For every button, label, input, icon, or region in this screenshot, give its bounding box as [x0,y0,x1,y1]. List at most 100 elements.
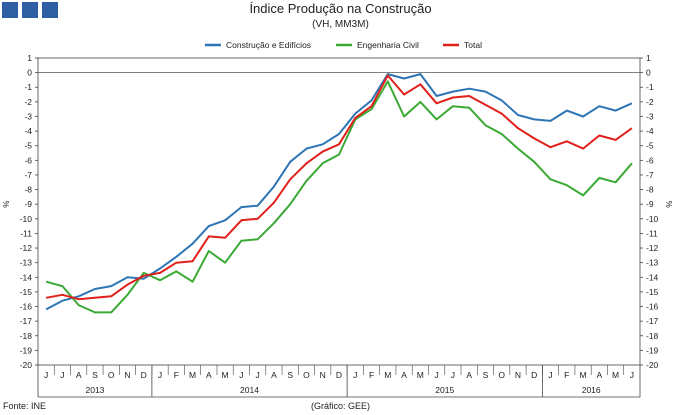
data-point [516,147,519,150]
data-point [419,72,422,75]
data-point [175,270,178,273]
grid [37,57,641,366]
data-point [598,105,601,108]
data-point [224,236,227,239]
data-point [61,284,64,287]
data-point [484,124,487,127]
y-tick-label-right: -16 [646,302,659,312]
data-point [256,238,259,241]
x-tick-label: J [60,370,64,380]
data-point [224,261,227,264]
y-tick-label-left: -2 [24,97,32,107]
data-point [565,109,568,112]
data-point [289,203,292,206]
legend-label: Total [464,40,482,50]
x-tick-label: N [320,370,326,380]
source-note: Fonte: INE [3,401,47,411]
data-point [272,201,275,204]
data-point [337,153,340,156]
x-tick-label: O [498,370,505,380]
x-tick-label: N [124,370,130,380]
x-tick-label: D [531,370,537,380]
data-point [500,112,503,115]
data-point [484,103,487,106]
y-tick-label-right: -14 [646,272,659,282]
data-point [337,132,340,135]
data-point [158,279,161,282]
x-tick-label: S [92,370,98,380]
data-point [45,296,48,299]
data-point [142,271,145,274]
data-point [305,179,308,182]
y-tick-label-left: -14 [20,272,33,282]
y-tick-label-right: -19 [646,345,659,355]
y-tick-label-right: -15 [646,287,659,297]
year-label: 2014 [240,385,259,395]
y-tick-label-right: -1 [646,82,654,92]
x-tick-label: M [417,370,424,380]
data-point [451,105,454,108]
x-tick-label: M [189,370,196,380]
data-point [581,147,584,150]
data-point [110,311,113,314]
x-tick-label: F [564,370,569,380]
data-point [533,137,536,140]
x-tick-label: J [256,370,260,380]
x-tick-label: N [515,370,521,380]
data-point [77,295,80,298]
x-tick-label: D [336,370,342,380]
data-point [93,296,96,299]
y-tick-label-left: -11 [20,228,32,238]
x-tick-label: M [612,370,619,380]
y-tick-label-right: -7 [646,170,654,180]
data-point [305,162,308,165]
legend-label: Engenharia Civil [357,40,419,50]
logo-square [2,2,18,18]
data-point [191,242,194,245]
y-tick-label-left: -7 [24,170,32,180]
data-point [77,303,80,306]
data-point [614,109,617,112]
x-tick-label: J [158,370,162,380]
data-point [45,280,48,283]
data-point [272,185,275,188]
logo-square [42,2,58,18]
x-tick-label: M [580,370,587,380]
data-point [354,116,357,119]
data-point [451,96,454,99]
data-point [142,274,145,277]
data-point [500,132,503,135]
data-point [126,276,129,279]
y-tick-label-right: -12 [646,243,659,253]
series-line [45,73,633,311]
data-point [45,308,48,311]
data-point [468,106,471,109]
data-point [256,204,259,207]
data-point [158,271,161,274]
y-tick-label-right: -11 [646,228,658,238]
credit-note: (Gráfico: GEE) [310,401,370,411]
data-point [175,261,178,264]
legend: Construção e Edifícios Engenharia Civil To… [205,40,482,50]
data-point [110,284,113,287]
y-tick-label-left: -15 [20,287,33,297]
data-point [630,127,633,130]
y-tick-label-left: -9 [24,199,32,209]
y-tick-label-left: -13 [20,258,33,268]
x-tick-label: A [76,370,82,380]
data-point [386,74,389,77]
y-tick-label-left: -3 [24,111,32,121]
x-tick-label: J [630,370,634,380]
data-point [533,118,536,121]
y-tick-label-right: 0 [646,68,651,78]
axes: 1 1 0 0 -1 -1 -2 -2 -3 -3 -4 -4 -5 -5 -6 -6 -7 -7 -8 -8 -9 -9… [2,53,674,398]
y-tick-label-right: -10 [646,214,659,224]
data-point [516,127,519,130]
y-tick-label-left: -19 [20,345,33,355]
y-tick-label-left: 1 [27,53,32,63]
year-label: 2015 [435,385,454,395]
data-point [549,119,552,122]
x-tick-label: S [483,370,489,380]
data-point [93,287,96,290]
data-point [240,206,243,209]
